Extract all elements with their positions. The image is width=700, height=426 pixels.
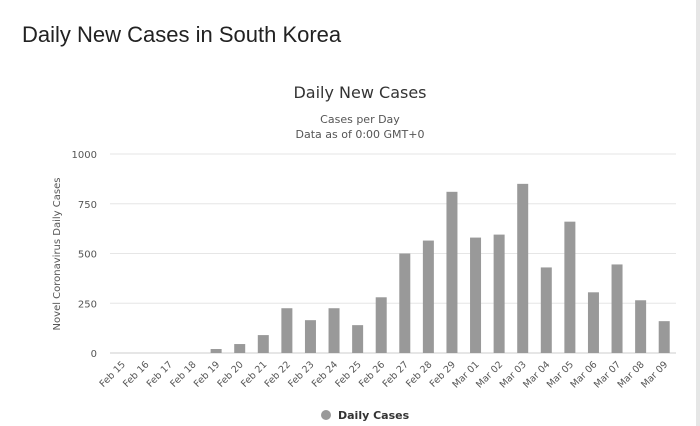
bar[interactable]	[375, 297, 387, 353]
grid-lines	[110, 153, 676, 354]
bar[interactable]	[587, 292, 599, 353]
bar[interactable]	[470, 237, 482, 353]
bar[interactable]	[564, 221, 576, 353]
bar[interactable]	[446, 191, 458, 353]
y-tick-label: 1000	[72, 150, 97, 161]
chart-subtitle-line-2: Data as of 0:00 GMT+0	[296, 128, 425, 141]
page-title: Daily New Cases in South Korea	[22, 22, 342, 47]
y-axis-label: Novel Coronavirus Daily Cases	[52, 178, 63, 331]
y-tick-label: 250	[78, 299, 97, 310]
y-axis-ticks: 0 250 500 750 1000	[72, 150, 97, 360]
bar[interactable]	[210, 349, 222, 353]
bar[interactable]	[399, 253, 411, 354]
x-tick-label: Mar 09	[639, 359, 670, 390]
bar[interactable]	[422, 240, 434, 353]
y-tick-label: 750	[78, 200, 97, 211]
scrollbar[interactable]	[696, 0, 700, 426]
chart-title: Daily New Cases	[293, 83, 426, 102]
chart-subtitle-line-1: Cases per Day	[320, 113, 400, 126]
legend[interactable]: Daily Cases	[321, 409, 410, 422]
bar[interactable]	[493, 234, 505, 353]
bar[interactable]	[611, 264, 623, 353]
bar[interactable]	[352, 325, 364, 353]
bar[interactable]	[281, 308, 293, 353]
bar[interactable]	[328, 308, 340, 353]
y-tick-label: 500	[78, 250, 97, 261]
y-tick-label: 0	[91, 349, 97, 360]
bar[interactable]	[234, 344, 246, 353]
legend-label-daily-cases: Daily Cases	[338, 409, 410, 422]
legend-swatch-daily-cases	[321, 410, 331, 420]
bar[interactable]	[635, 300, 647, 353]
bar[interactable]	[304, 320, 316, 353]
bars	[210, 183, 670, 354]
bar[interactable]	[540, 267, 552, 353]
bar[interactable]	[517, 183, 529, 353]
bar[interactable]	[257, 335, 269, 353]
bar[interactable]	[658, 321, 670, 353]
